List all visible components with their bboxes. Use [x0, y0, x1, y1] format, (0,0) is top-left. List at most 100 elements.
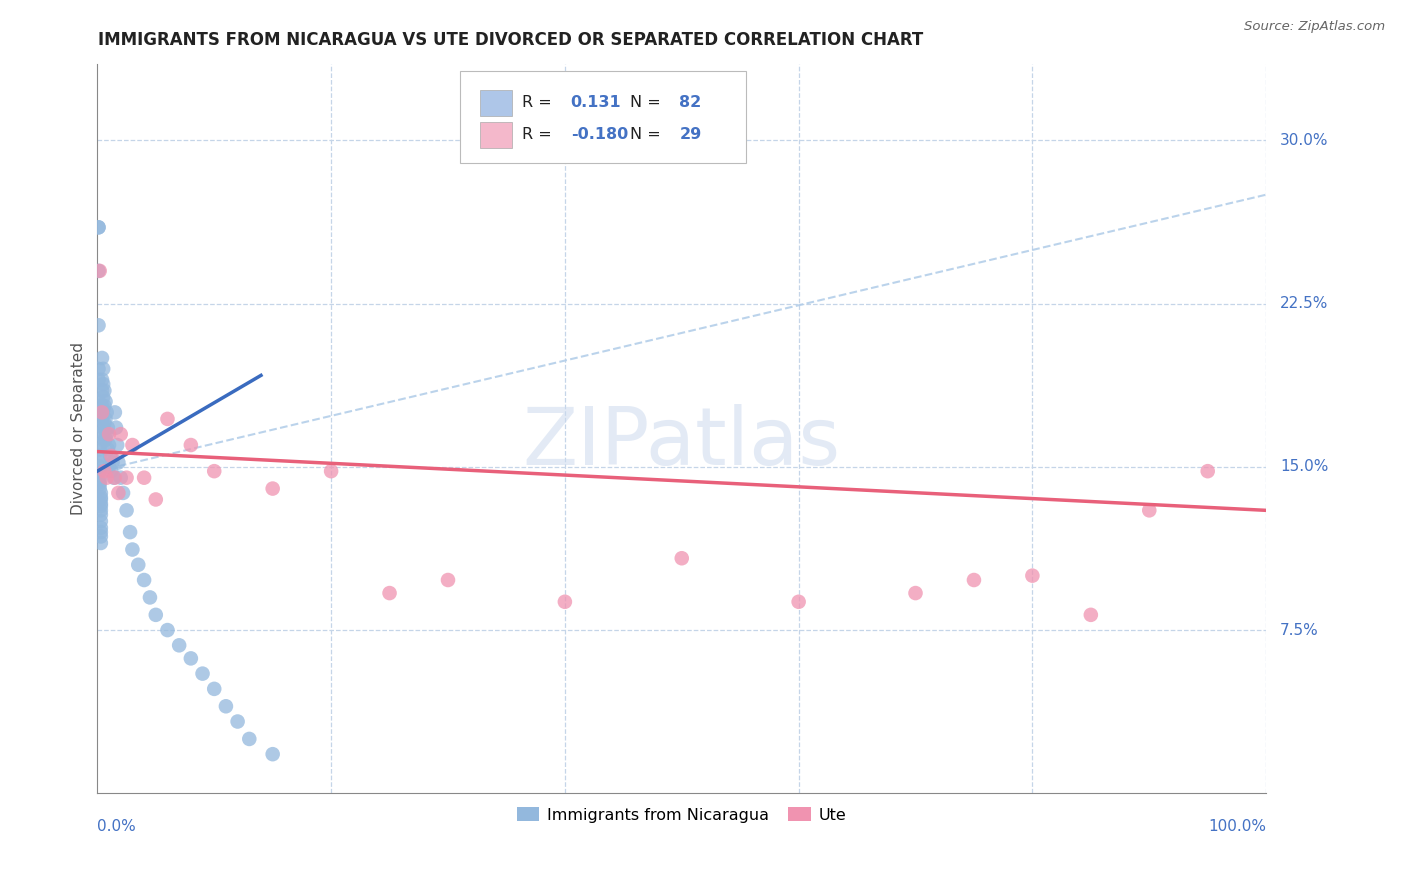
Point: [1137, 503, 1160, 517]
Point: [87, 373, 110, 387]
Point: [91, 384, 114, 398]
Point: [378, 586, 401, 600]
Legend: Immigrants from Nicaragua, Ute: Immigrants from Nicaragua, Ute: [510, 801, 853, 830]
Point: [89, 455, 111, 469]
Point: [215, 699, 238, 714]
Point: [93, 399, 115, 413]
Point: [671, 551, 693, 566]
Text: 29: 29: [679, 128, 702, 143]
Point: [107, 455, 129, 469]
Point: [98, 459, 121, 474]
Point: [87, 394, 110, 409]
Point: [145, 607, 167, 622]
Point: [104, 405, 127, 419]
Point: [101, 455, 124, 469]
Point: [90, 490, 112, 504]
Point: [89, 464, 111, 478]
Point: [904, 586, 927, 600]
Point: [93, 434, 115, 448]
Text: 0.131: 0.131: [571, 95, 621, 111]
Point: [105, 420, 128, 434]
Point: [90, 514, 112, 528]
Point: [94, 412, 117, 426]
Point: [180, 438, 202, 452]
Point: [94, 394, 117, 409]
Point: [238, 731, 260, 746]
Text: Source: ZipAtlas.com: Source: ZipAtlas.com: [1244, 20, 1385, 33]
Point: [87, 427, 110, 442]
Point: [963, 573, 986, 587]
Point: [89, 459, 111, 474]
Point: [180, 651, 202, 665]
Point: [787, 595, 810, 609]
Point: [97, 442, 120, 457]
Point: [90, 529, 112, 543]
Point: [93, 417, 115, 431]
Point: [89, 264, 111, 278]
Point: [90, 492, 112, 507]
Point: [132, 471, 155, 485]
Point: [90, 521, 112, 535]
Point: [90, 503, 112, 517]
Point: [110, 427, 132, 442]
Point: [90, 486, 112, 500]
Text: -0.180: -0.180: [571, 128, 628, 143]
Point: [98, 449, 121, 463]
Point: [91, 390, 114, 404]
Point: [89, 438, 111, 452]
Text: 7.5%: 7.5%: [1281, 623, 1319, 638]
Text: R =: R =: [522, 95, 557, 111]
Point: [91, 377, 114, 392]
Point: [87, 405, 110, 419]
Y-axis label: Divorced or Separated: Divorced or Separated: [72, 343, 86, 516]
Point: [121, 438, 143, 452]
Point: [96, 405, 118, 419]
Point: [91, 403, 114, 417]
Point: [98, 438, 121, 452]
Point: [115, 503, 138, 517]
Point: [110, 471, 132, 485]
Point: [104, 471, 127, 485]
Point: [89, 442, 111, 457]
Point: [87, 264, 110, 278]
Point: [87, 220, 110, 235]
Point: [89, 449, 111, 463]
Point: [89, 482, 111, 496]
Point: [107, 486, 129, 500]
Text: 100.0%: 100.0%: [1208, 819, 1267, 834]
Point: [90, 525, 112, 540]
Text: 82: 82: [679, 95, 702, 111]
Point: [167, 638, 190, 652]
Point: [262, 747, 284, 761]
Point: [139, 591, 162, 605]
Point: [91, 351, 114, 365]
Point: [554, 595, 576, 609]
Point: [87, 220, 110, 235]
Point: [94, 432, 117, 446]
Text: N =: N =: [630, 128, 666, 143]
Point: [121, 542, 143, 557]
Text: R =: R =: [522, 128, 557, 143]
Point: [127, 558, 149, 572]
Point: [100, 464, 122, 478]
Point: [93, 464, 115, 478]
Text: N =: N =: [630, 95, 666, 111]
Point: [96, 427, 118, 442]
Point: [156, 412, 179, 426]
Point: [89, 475, 111, 489]
Point: [1021, 568, 1043, 582]
Point: [91, 412, 114, 426]
Point: [90, 508, 112, 522]
Point: [96, 471, 118, 485]
Point: [115, 471, 138, 485]
Point: [112, 486, 135, 500]
Point: [103, 471, 125, 485]
Point: [319, 464, 342, 478]
FancyBboxPatch shape: [479, 121, 512, 148]
Point: [91, 362, 114, 376]
Point: [91, 405, 114, 419]
FancyBboxPatch shape: [479, 89, 512, 116]
Point: [89, 471, 111, 485]
Point: [1080, 607, 1102, 622]
Point: [91, 427, 114, 442]
